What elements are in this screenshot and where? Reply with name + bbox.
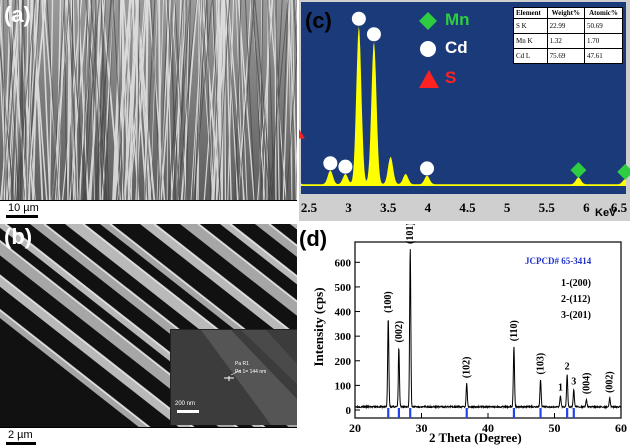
circle-icon	[420, 41, 436, 57]
eds-x-tick: 3.5	[380, 200, 397, 215]
table-row: Cd L 75.69 47.61	[513, 48, 623, 64]
table-header-row: Element Weight% Atomic%	[513, 7, 623, 19]
xrd-peak-label: (002)	[605, 371, 616, 393]
jcpcd-label: JCPCD# 65-3414	[525, 256, 592, 266]
nanowire	[255, 224, 297, 257]
eds-x-tick: 4	[425, 200, 432, 215]
xrd-y-tick: 600	[335, 257, 352, 269]
scale-bar-label-a: 10 µm	[8, 202, 39, 214]
legend-item-mn: Mn	[419, 10, 499, 32]
cd-peak-marker	[351, 11, 366, 26]
legend-label-mn: Mn	[445, 10, 470, 29]
table-cell: 1.32	[546, 33, 586, 49]
diamond-icon	[419, 12, 437, 30]
table-row: S K 22.99 50.69	[513, 18, 623, 34]
cd-peak-marker	[323, 156, 338, 171]
xrd-y-tick: 100	[335, 380, 352, 392]
xrd-peak-label: (101)	[405, 224, 416, 244]
scale-bar-box-b: 2 µm	[0, 427, 297, 448]
xrd-peak-label: (110)	[509, 320, 520, 341]
table-cell: 47.61	[584, 48, 623, 64]
xrd-y-tick: 400	[335, 307, 352, 319]
eds-x-tick: 6.5	[611, 200, 628, 215]
nanowire	[140, 224, 297, 348]
panel-b-label: (b)	[4, 224, 33, 249]
eds-x-tick: 3	[345, 200, 352, 215]
table-row: Mn K 1.32 1.70	[513, 33, 623, 49]
panel-c: 2.5 3 3.5 4 4.5 5 5.5 6 6.5 (c) Mn Cd S Element …	[299, 0, 630, 221]
xrd-y-tick: 200	[335, 356, 352, 368]
nanowire	[180, 224, 297, 316]
scale-bar-a	[6, 215, 38, 218]
xrd-peak-label: (002)	[394, 321, 405, 343]
table-cell: Mn K	[513, 33, 548, 49]
xrd-legend-3: 3-(201)	[561, 310, 591, 321]
xrd-peak-label: 3	[571, 376, 576, 387]
nanowire	[220, 224, 297, 285]
panel-a: (a) 10 µm	[0, 0, 297, 221]
panel-c-label: (c)	[305, 8, 332, 33]
scale-bar-b	[6, 442, 36, 445]
table-cell: 22.99	[546, 18, 586, 34]
legend-item-s: S	[419, 68, 499, 90]
triangle-icon	[419, 70, 439, 88]
nanowire	[290, 224, 297, 230]
eds-x-unit: KeV	[595, 207, 617, 219]
xrd-peak-label: (102)	[462, 356, 473, 378]
xrd-x-tick: 50	[549, 421, 561, 435]
inset-scale-label: 200 nm	[175, 401, 196, 407]
legend-label-s: S	[445, 68, 457, 87]
legend-item-cd: Cd	[419, 38, 499, 60]
cd-peak-marker	[338, 159, 353, 174]
mn-peak-marker	[570, 162, 587, 179]
xrd-peak-label: (004)	[581, 372, 592, 394]
cd-peak-marker	[420, 161, 435, 176]
eds-x-tick: 5	[504, 200, 511, 215]
eds-x-tick: 4.5	[459, 200, 476, 215]
eds-x-tick: 2.5	[301, 200, 318, 215]
table-header: Element	[513, 7, 548, 19]
xrd-x-tick: 30	[416, 421, 428, 435]
table-cell: 75.69	[546, 48, 586, 64]
table-cell: Cd L	[513, 48, 548, 64]
sem-image-a	[0, 0, 297, 201]
xrd-y-tick: 500	[335, 282, 352, 294]
xrd-x-tick: 60	[615, 421, 627, 435]
table-header: Atomic%	[584, 7, 623, 19]
eds-x-tick: 5.5	[539, 200, 556, 215]
xrd-y-axis-label: Intensity (cps)	[311, 287, 326, 367]
panel-a-label: (a)	[4, 2, 31, 27]
xrd-peak-label: (103)	[536, 353, 547, 375]
inset-tem: Pa R1 Pa 1= 144 nm 200 nm	[170, 329, 297, 425]
table-cell: 50.69	[584, 18, 623, 34]
panel-d: 20 30 40 50 60 0 100 200 300 400 500 600 (100) (002)…	[299, 224, 630, 448]
xrd-peak-label: 2	[565, 362, 570, 373]
inset-pa-1: Pa 1= 144 nm	[235, 369, 267, 375]
panel-d-label: (d)	[299, 226, 328, 251]
table-cell: 1.70	[584, 33, 623, 49]
inset-pa-r1: Pa R1	[235, 361, 249, 367]
xrd-peak-label: (100)	[383, 291, 394, 313]
s-peak-marker	[299, 128, 305, 139]
xrd-x-tick: 20	[349, 421, 361, 435]
table-header: Weight%	[546, 7, 586, 19]
xrd-peak-label: 1	[558, 382, 563, 393]
legend-label-cd: Cd	[445, 38, 468, 57]
xrd-x-axis-label: 2 Theta (Degree)	[429, 430, 522, 445]
scale-bar-label-b: 2 µm	[8, 429, 33, 441]
composition-table: Element Weight% Atomic% S K 22.99 50.69 …	[513, 7, 623, 64]
table-cell: S K	[513, 18, 548, 34]
xrd-x-tick: 40	[482, 421, 494, 435]
cd-peak-marker	[366, 27, 381, 42]
eds-x-tick: 6	[583, 200, 590, 215]
mn-peak-marker	[617, 163, 630, 180]
xrd-y-tick: 0	[346, 405, 352, 417]
xrd-legend-1: 1-(200)	[561, 278, 591, 289]
xrd-y-tick: 300	[335, 331, 352, 343]
scale-bar-box-a: 10 µm	[0, 200, 297, 221]
xrd-legend-2: 2-(112)	[561, 294, 591, 305]
panel-b: Pa R1 Pa 1= 144 nm 200 nm (b) 2 µm	[0, 224, 297, 448]
